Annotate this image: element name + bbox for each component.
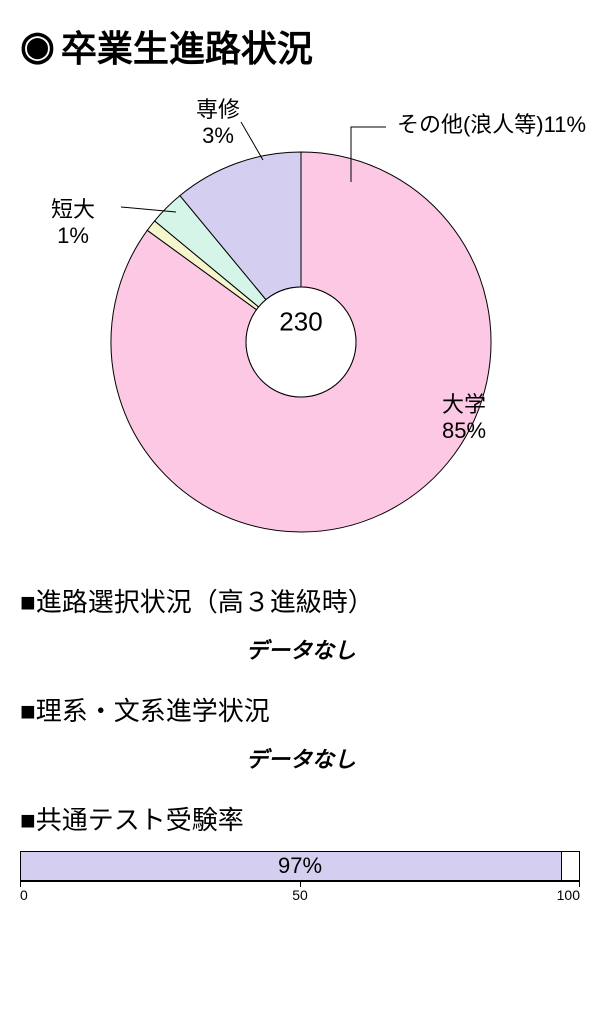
bar-section-heading: ■共通テスト受験率 [20, 800, 582, 837]
slice-label-senshu: 専修 3% [196, 97, 240, 150]
slice-label-tandai: 短大 1% [51, 197, 95, 250]
axis-tick-label: 100 [557, 887, 580, 903]
donut-hole [246, 287, 356, 397]
section-heading-1: ■進路選択状況（高３進級時） [20, 582, 582, 619]
bar-value-label: 97% [278, 853, 322, 879]
title-bullet: ◉ [20, 23, 55, 69]
slice-label-other: その他(浪人等)11% [397, 112, 586, 138]
axis-tick-label: 0 [20, 887, 28, 903]
section-1-nodata: データなし [20, 633, 582, 665]
callout-line [241, 122, 263, 160]
title-text: 卒業生進路状況 [61, 20, 313, 72]
slice-label-daigaku: 大学 85% [442, 392, 486, 445]
bar-chart: 97% 0 50 100 [20, 851, 580, 905]
bar-outer: 97% [20, 851, 580, 881]
page-title: ◉ 卒業生進路状況 [20, 20, 582, 72]
bar-axis: 0 50 100 [20, 881, 580, 905]
section-2-nodata: データなし [20, 742, 582, 774]
axis-tick-label: 50 [292, 887, 308, 903]
section-heading-2: ■理系・文系進学状況 [20, 691, 582, 728]
donut-center-label: 230 [279, 307, 322, 338]
donut-chart: 230 大学 85% その他(浪人等)11% 専修 3% 短大 1% [21, 82, 581, 562]
